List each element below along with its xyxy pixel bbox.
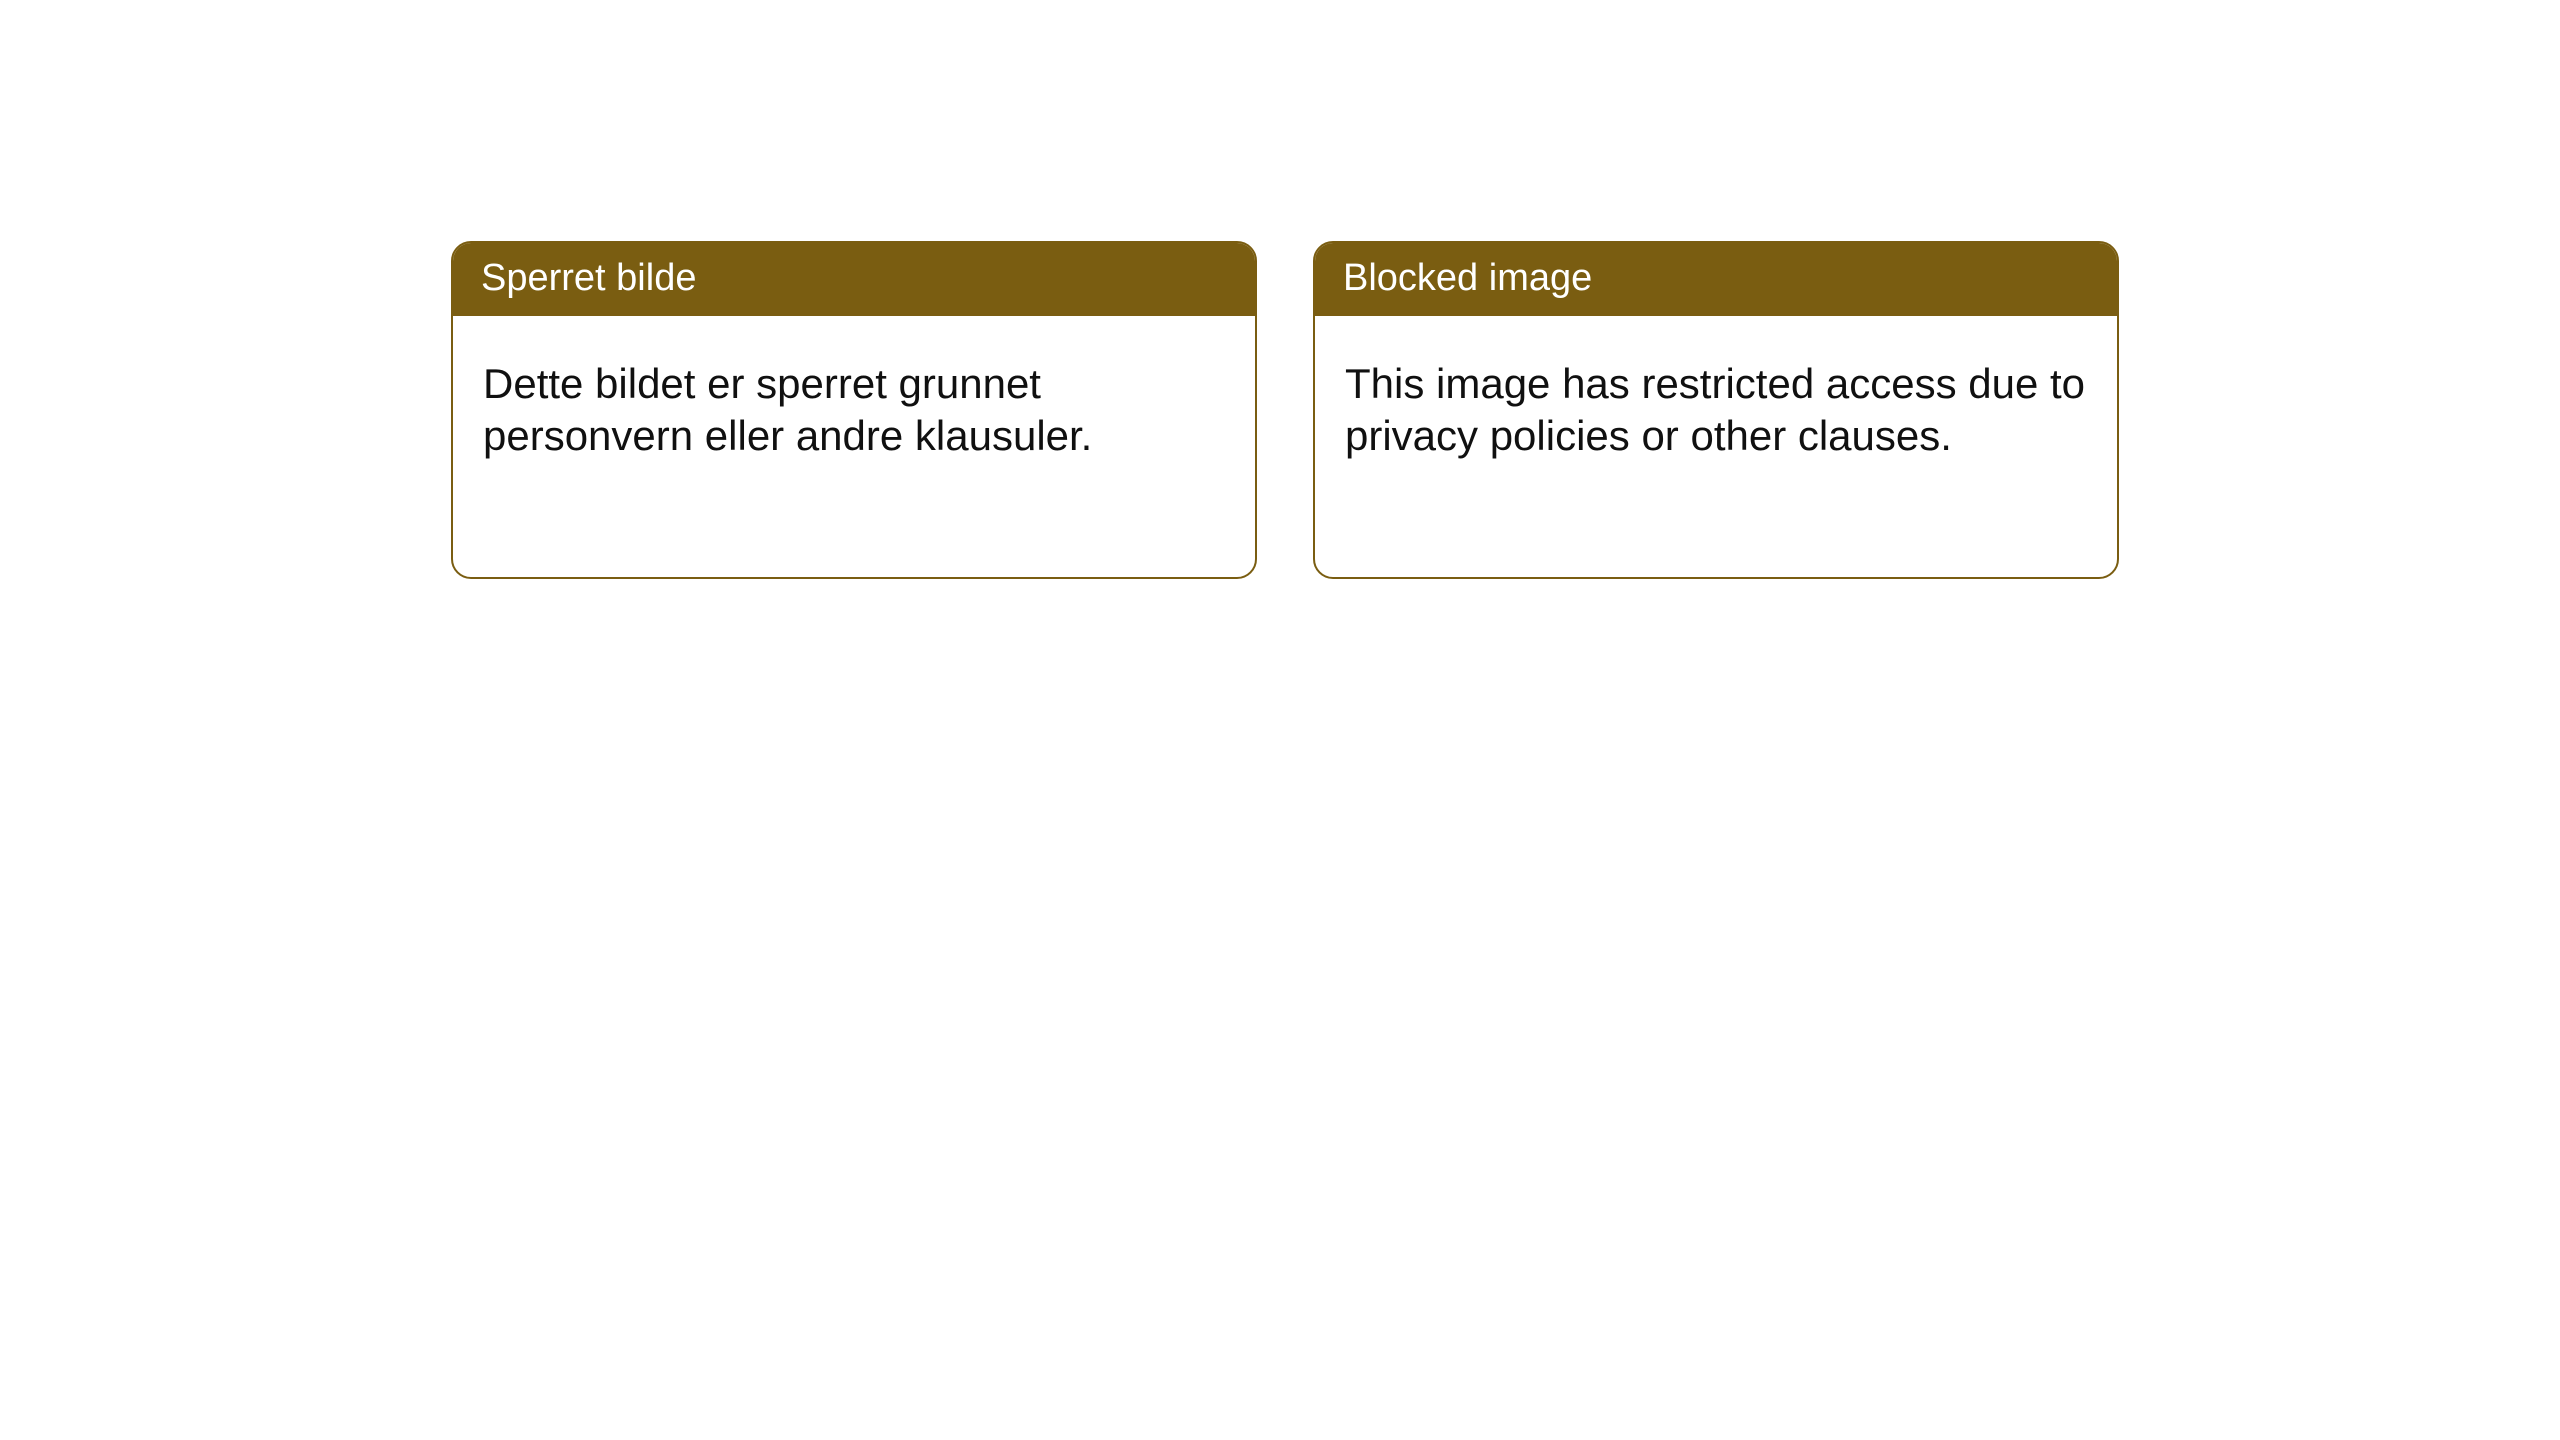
notice-card-norwegian: Sperret bilde Dette bildet er sperret gr… [451,241,1257,579]
notice-card-english: Blocked image This image has restricted … [1313,241,2119,579]
notice-container: Sperret bilde Dette bildet er sperret gr… [451,241,2119,579]
notice-body: This image has restricted access due to … [1315,316,2117,488]
notice-title: Sperret bilde [453,243,1255,316]
notice-title: Blocked image [1315,243,2117,316]
notice-body: Dette bildet er sperret grunnet personve… [453,316,1255,488]
